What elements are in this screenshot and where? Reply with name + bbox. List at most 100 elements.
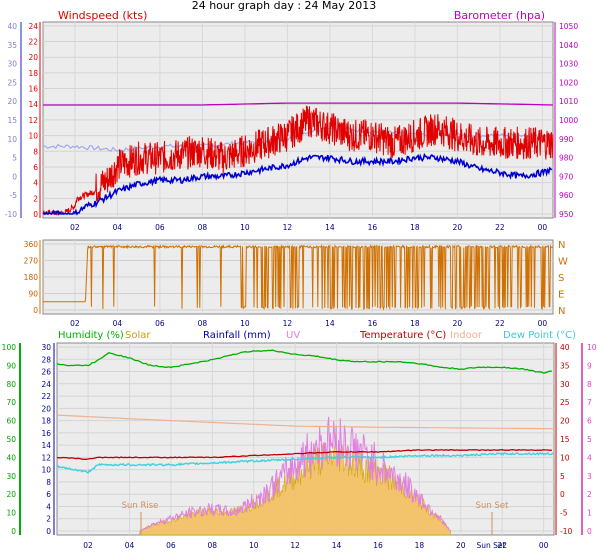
rainfall-tick-label: 8 — [46, 478, 51, 487]
legend-humidity: Humidity (%) — [58, 330, 124, 341]
barometer-tick-label: 1020 — [559, 78, 578, 87]
temperature-tick-label: -10 — [560, 527, 572, 536]
legend-dew-point: Dew Point (°C) — [503, 330, 576, 341]
temperature-tick-label: 0 — [560, 490, 565, 499]
climate-x-tick-label: 16 — [373, 541, 383, 550]
barometer-tick-label: 1030 — [559, 60, 578, 69]
rainfall-tick-label: 30 — [41, 343, 51, 352]
wind-x-tick-label: 08 — [198, 223, 208, 232]
wind-outer-tick-label: 40 — [7, 22, 17, 31]
wind-outer-tick-label: 30 — [7, 60, 17, 69]
temperature-tick-label: 15 — [560, 435, 570, 444]
wind-outer-tick-label: -5 — [10, 191, 18, 200]
climate-x-tick-label: 22 — [497, 541, 507, 550]
barometer-tick-label: 980 — [559, 154, 574, 163]
wind-outer-tick-label: 15 — [7, 116, 17, 125]
barometer-tick-label: 970 — [559, 172, 574, 181]
windspeed-tick-label: 24 — [28, 22, 38, 31]
humidity-line — [56, 349, 552, 374]
temperature-tick-label: 20 — [560, 417, 570, 426]
windspeed-tick-label: 12 — [28, 116, 38, 125]
wind-outer-tick-label: 10 — [7, 135, 17, 144]
climate-x-tick-label: 06 — [166, 541, 176, 550]
temperature-line — [56, 449, 552, 460]
rainfall-tick-label: 10 — [41, 466, 51, 475]
windspeed-tick-label: 4 — [33, 179, 38, 188]
uv-tick-label: 3 — [587, 472, 592, 481]
humidity-tick-label: 50 — [6, 435, 16, 444]
sunrise-label: Sun Rise — [122, 501, 159, 511]
barometer-axis-label: Barometer (hpa) — [454, 9, 545, 22]
compass-label: N — [558, 240, 565, 251]
uv-tick-label: 4 — [587, 453, 592, 462]
wind-x-tick-label: 12 — [283, 223, 293, 232]
direction-x-tick-label: 00 — [538, 319, 548, 328]
wind-outer-tick-label: 0 — [12, 172, 17, 181]
direction-x-tick-label: 02 — [70, 319, 80, 328]
climate-x-tick-label: 18 — [415, 541, 425, 550]
uv-tick-label: 8 — [587, 380, 592, 389]
wind-outer-tick-label: 20 — [7, 97, 17, 106]
rainfall-tick-label: 22 — [41, 392, 51, 401]
direction-tick-label: 360 — [24, 240, 39, 249]
wind-outer-tick-label: 5 — [12, 154, 17, 163]
barometer-tick-label: 1000 — [559, 116, 578, 125]
barometer-tick-label: 1010 — [559, 97, 578, 106]
rainfall-tick-label: 20 — [41, 404, 51, 413]
wind-x-tick-label: 20 — [453, 223, 463, 232]
climate-panel: Humidity (%) Solar Rainfall (mm) UV Temp… — [2, 330, 597, 550]
climate-x-tick-label: 14 — [332, 541, 342, 550]
legend-solar: Solar — [125, 330, 151, 341]
barometer-tick-label: 990 — [559, 135, 574, 144]
legend-rainfall: Rainfall (mm) — [203, 330, 271, 341]
uv-tick-label: 1 — [587, 509, 592, 518]
humidity-tick-label: 0 — [11, 527, 16, 536]
barometer-tick-label: 960 — [559, 191, 574, 200]
climate-x-tick-label: 20 — [456, 541, 466, 550]
legend-indoor: Indoor — [450, 330, 483, 341]
direction-x-tick-label: 04 — [113, 319, 123, 328]
wind-x-tick-label: 06 — [155, 223, 165, 232]
direction-x-tick-label: 10 — [240, 319, 250, 328]
legend-uv: UV — [286, 330, 300, 341]
rainfall-tick-label: 4 — [46, 502, 51, 511]
climate-x-tick-label: 12 — [290, 541, 300, 550]
rainfall-tick-label: 6 — [46, 490, 51, 499]
wind-outer-tick-label: 35 — [7, 41, 17, 50]
graph-title: 24 hour graph day : 24 May 2013 — [192, 0, 377, 12]
humidity-tick-label: 20 — [6, 490, 16, 499]
humidity-tick-label: 10 — [6, 509, 16, 518]
wind-x-tick-label: 02 — [70, 223, 80, 232]
windspeed-tick-label: 6 — [33, 163, 38, 172]
windspeed-tick-label: 0 — [33, 210, 38, 219]
climate-x-tick-label: 08 — [208, 541, 218, 550]
rainfall-tick-label: 12 — [41, 453, 51, 462]
direction-tick-label: 0 — [33, 306, 38, 315]
rainfall-tick-label: 18 — [41, 417, 51, 426]
windspeed-tick-label: 16 — [28, 85, 38, 94]
dew-point-line — [56, 451, 554, 474]
direction-tick-label: 90 — [28, 290, 38, 299]
temperature-tick-label: 10 — [560, 453, 570, 462]
wind-x-tick-label: 16 — [368, 223, 378, 232]
wind-x-tick-label: 04 — [113, 223, 123, 232]
wind-outer-tick-label: -10 — [5, 210, 17, 219]
barometer-tick-label: 950 — [559, 210, 574, 219]
humidity-tick-label: 80 — [6, 380, 16, 389]
wind-x-tick-label: 00 — [538, 223, 548, 232]
compass-label: S — [558, 273, 564, 284]
wind-panel: Windspeed (kts) Barometer (hpa) 02468101… — [5, 9, 579, 232]
humidity-tick-label: 40 — [6, 453, 16, 462]
temperature-tick-label: 5 — [560, 472, 565, 481]
uv-tick-label: 6 — [587, 417, 592, 426]
rainfall-tick-label: 14 — [41, 441, 51, 450]
windspeed-tick-label: 8 — [33, 147, 38, 156]
wind-outer-tick-label: 25 — [7, 78, 17, 87]
direction-tick-label: 180 — [24, 273, 39, 282]
temperature-tick-label: -5 — [560, 509, 568, 518]
compass-label: N — [558, 306, 565, 317]
direction-x-tick-label: 14 — [325, 319, 335, 328]
wind-direction-line — [43, 243, 553, 311]
rainfall-tick-label: 24 — [41, 380, 51, 389]
